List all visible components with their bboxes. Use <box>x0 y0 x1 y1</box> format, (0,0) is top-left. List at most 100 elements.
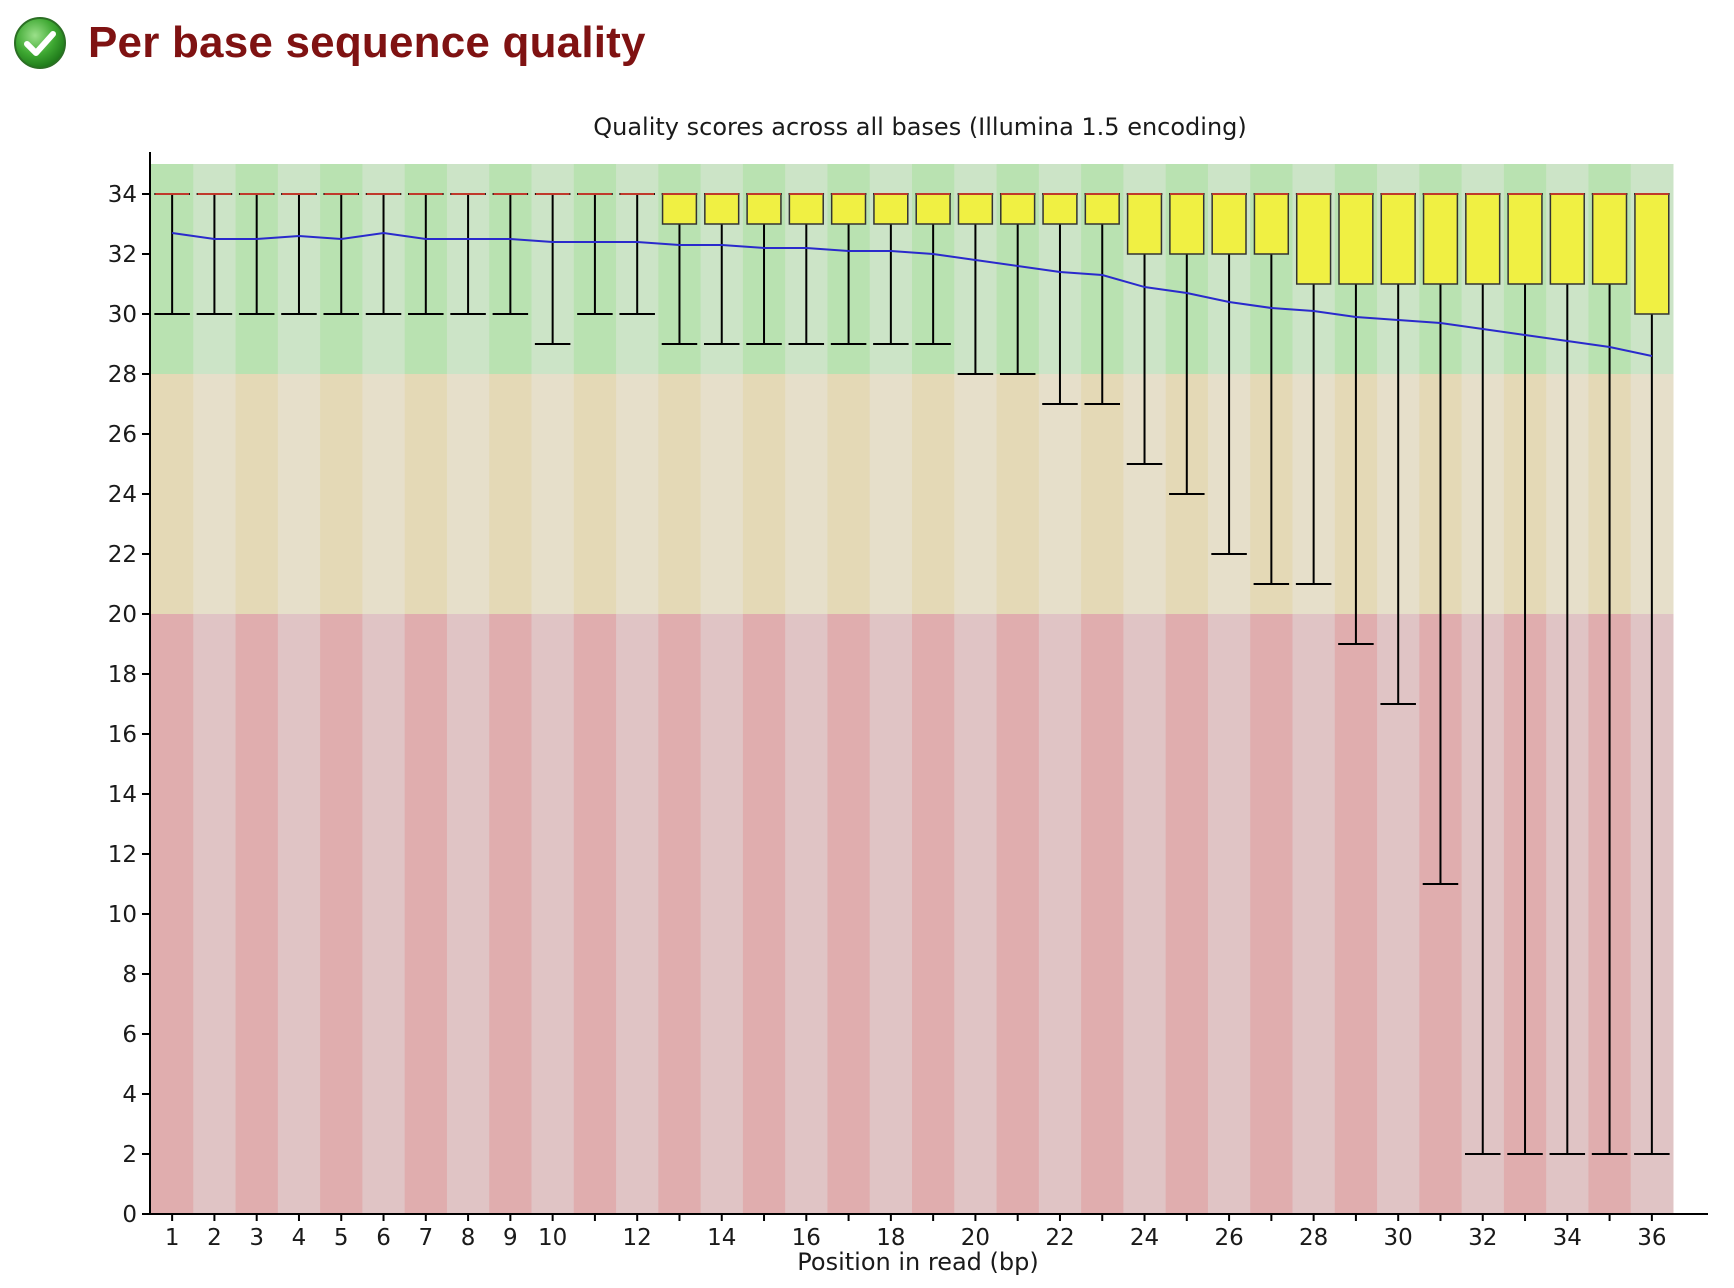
band-poor-stripe <box>235 614 279 1214</box>
band-poor-stripe <box>1377 614 1420 1214</box>
y-tick-label: 20 <box>108 602 137 628</box>
x-tick-label: 16 <box>792 1225 821 1251</box>
y-tick-label: 8 <box>122 962 137 988</box>
mean-line <box>171 231 1653 357</box>
y-tick-label: 34 <box>108 182 137 208</box>
check-circle-icon <box>14 17 66 69</box>
band-poor-stripe <box>1292 614 1336 1214</box>
x-axis-label: Position in read (bp) <box>797 1248 1038 1276</box>
x-tick-label: 6 <box>376 1225 391 1251</box>
band-poor-stripe <box>1165 614 1209 1214</box>
quality-bands <box>151 164 1674 1214</box>
band-reasonable-stripe <box>785 374 828 614</box>
band-poor-stripe <box>1250 614 1293 1214</box>
band-poor-stripe <box>320 614 363 1214</box>
band-poor-stripe <box>1038 614 1082 1214</box>
iqr-box <box>1126 193 1163 255</box>
band-poor-stripe <box>912 614 955 1214</box>
y-tick-label: 30 <box>108 302 137 328</box>
x-tick-label: 2 <box>207 1225 222 1251</box>
y-tick-label: 22 <box>108 542 137 568</box>
x-tick-label: 24 <box>1130 1225 1159 1251</box>
band-poor-stripe <box>193 614 237 1214</box>
band-reasonable-stripe <box>531 374 575 614</box>
iqr-box <box>915 193 951 225</box>
y-tick-label: 24 <box>108 482 137 508</box>
band-reasonable-stripe <box>996 374 1040 614</box>
x-tick-label: 10 <box>538 1225 567 1251</box>
iqr-box <box>746 193 782 225</box>
y-tick-label: 32 <box>108 242 137 268</box>
x-tick-label: 22 <box>1045 1225 1074 1251</box>
band-reasonable-stripe <box>912 374 955 614</box>
x-tick-label: 9 <box>503 1225 518 1251</box>
band-poor-stripe <box>827 614 871 1214</box>
band-reasonable-stripe <box>489 374 532 614</box>
y-tick-label: 28 <box>108 362 137 388</box>
x-tick-label: 20 <box>961 1225 990 1251</box>
band-poor-stripe <box>362 614 406 1214</box>
band-poor-stripe <box>489 614 532 1214</box>
band-poor-stripe <box>404 614 448 1214</box>
x-tick-label: 4 <box>292 1225 307 1251</box>
x-tick-label: 26 <box>1214 1225 1243 1251</box>
x-tick-label: 1 <box>165 1225 180 1251</box>
iqr-box <box>1591 193 1628 285</box>
band-poor-stripe <box>742 614 786 1214</box>
module-header: Per base sequence quality <box>12 8 646 78</box>
band-reasonable-stripe <box>658 374 702 614</box>
band-reasonable-stripe <box>320 374 363 614</box>
iqr-box <box>1042 193 1078 225</box>
band-poor-stripe <box>531 614 575 1214</box>
y-tick-label: 6 <box>122 1022 137 1048</box>
band-reasonable-stripe <box>869 374 913 614</box>
iqr-box <box>704 193 740 225</box>
y-tick-label: 18 <box>108 662 137 688</box>
band-reasonable-stripe <box>446 374 490 614</box>
x-tick-label: 5 <box>334 1225 349 1251</box>
x-tick-label: 28 <box>1299 1225 1328 1251</box>
iqr-box <box>1084 193 1120 225</box>
band-poor-stripe <box>446 614 490 1214</box>
band-reasonable-stripe <box>573 374 617 614</box>
iqr-box <box>1295 193 1332 285</box>
iqr-box <box>873 193 909 225</box>
iqr-box <box>1169 193 1205 255</box>
band-poor-stripe <box>1207 614 1251 1214</box>
iqr-box <box>1465 193 1501 285</box>
band-reasonable-stripe <box>193 374 237 614</box>
x-tick-label: 12 <box>623 1225 652 1251</box>
band-poor-stripe <box>658 614 702 1214</box>
y-tick-label: 10 <box>108 902 137 928</box>
band-reasonable-stripe <box>1038 374 1082 614</box>
iqr-box <box>1000 193 1036 225</box>
iqr-box <box>1634 193 1670 315</box>
band-reasonable-stripe <box>235 374 279 614</box>
iqr-box <box>1253 193 1290 255</box>
mean-line-layer <box>171 231 1653 357</box>
band-reasonable-stripe <box>827 374 871 614</box>
band-reasonable-stripe <box>1081 374 1124 614</box>
iqr-box <box>830 193 867 225</box>
x-tick-label: 36 <box>1637 1225 1666 1251</box>
x-tick-label: 8 <box>461 1225 476 1251</box>
module-title: Per base sequence quality <box>88 18 646 67</box>
x-tick-label: 34 <box>1553 1225 1582 1251</box>
band-reasonable-stripe <box>277 374 321 614</box>
iqr-box <box>1507 193 1543 285</box>
band-reasonable-stripe <box>616 374 659 614</box>
y-tick-label: 16 <box>108 722 137 748</box>
band-reasonable-stripe <box>404 374 448 614</box>
iqr-box <box>1380 193 1416 285</box>
iqr-box <box>957 193 994 225</box>
x-tick-label: 14 <box>707 1225 736 1251</box>
y-tick-label: 2 <box>122 1142 137 1168</box>
iqr-box <box>661 193 698 225</box>
band-poor-stripe <box>996 614 1040 1214</box>
band-poor-stripe <box>1334 614 1378 1214</box>
band-poor-stripe <box>785 614 828 1214</box>
y-tick-label: 4 <box>122 1082 137 1108</box>
band-poor-stripe <box>869 614 913 1214</box>
